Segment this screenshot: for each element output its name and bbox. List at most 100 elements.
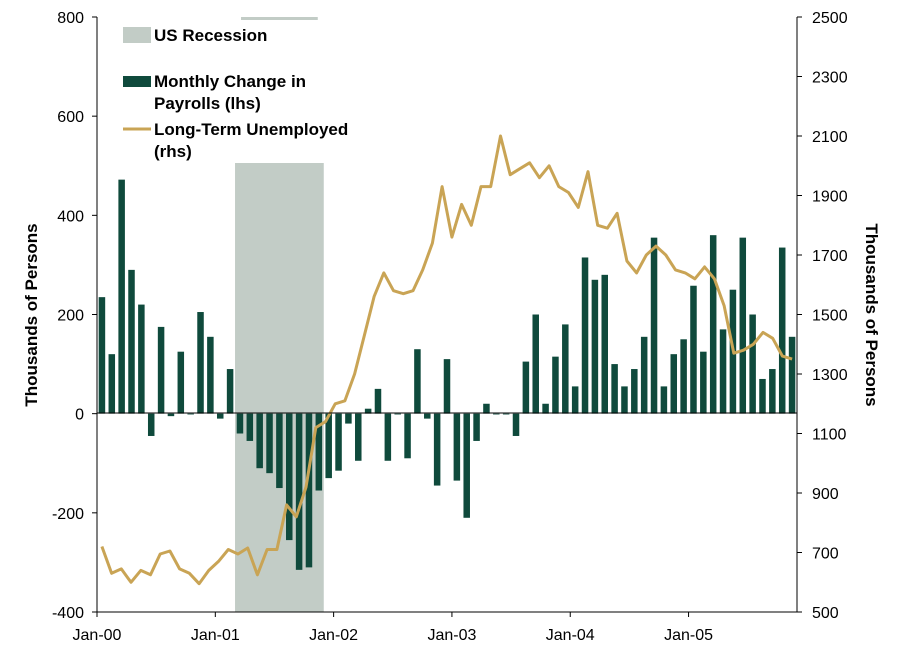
left-axis-ticks: -400 -200 0 200 400 600 800 bbox=[52, 10, 97, 622]
payroll-bar bbox=[325, 413, 332, 479]
payroll-bar bbox=[453, 413, 461, 481]
payroll-bar bbox=[177, 351, 185, 414]
left-tick-label: -400 bbox=[52, 605, 84, 622]
payroll-bar bbox=[502, 413, 510, 415]
x-tick-label: Jan-03 bbox=[427, 627, 476, 644]
x-tick-label: Jan-04 bbox=[546, 627, 595, 644]
payroll-bar bbox=[749, 314, 756, 414]
right-tick-label: 1900 bbox=[812, 189, 848, 206]
payroll-bar bbox=[374, 388, 382, 414]
payroll-bar bbox=[433, 413, 441, 486]
payroll-bar bbox=[700, 351, 707, 414]
right-tick-label: 2300 bbox=[812, 70, 848, 87]
payroll-bar bbox=[226, 369, 234, 414]
payroll-bar bbox=[286, 413, 293, 541]
payroll-bar bbox=[424, 413, 431, 419]
payroll-bar bbox=[571, 386, 579, 414]
payroll-bar bbox=[355, 413, 362, 461]
legend-label-ltu-line2: (rhs) bbox=[154, 142, 192, 161]
right-axis-title: Thousands of Persons bbox=[862, 223, 881, 406]
payroll-bar bbox=[788, 336, 796, 414]
payroll-bar bbox=[295, 413, 303, 570]
payroll-bar bbox=[216, 413, 224, 419]
legend: US Recession Monthly Change in Payrolls … bbox=[123, 26, 353, 161]
payroll-bar bbox=[167, 413, 175, 417]
payroll-bars bbox=[98, 179, 796, 570]
right-axis-ticks: 500 700 900 1100 1300 1500 1700 1900 2100 2300 250… bbox=[797, 10, 848, 622]
x-tick-label: Jan-01 bbox=[191, 627, 240, 644]
payroll-bar bbox=[640, 336, 648, 414]
right-tick-label: 1300 bbox=[812, 367, 848, 384]
payroll-bar bbox=[778, 247, 786, 414]
right-tick-label: 2100 bbox=[812, 129, 848, 146]
legend-label-payrolls-line2: Payrolls (lhs) bbox=[154, 94, 261, 113]
payroll-bar bbox=[128, 269, 135, 414]
payroll-bar bbox=[108, 354, 116, 414]
payroll-bar bbox=[147, 413, 155, 436]
right-tick-label: 1500 bbox=[812, 308, 848, 325]
x-tick-label: Jan-05 bbox=[664, 627, 713, 644]
payroll-bar bbox=[394, 413, 401, 415]
x-tick-label: Jan-00 bbox=[73, 627, 122, 644]
legend-label-recession: US Recession bbox=[154, 26, 267, 45]
payroll-bar bbox=[384, 413, 392, 461]
payroll-bar bbox=[443, 359, 451, 414]
payroll-bar bbox=[581, 257, 589, 414]
payroll-bar bbox=[138, 304, 145, 414]
payroll-bar bbox=[493, 413, 500, 415]
legend-label-long-term-unemployed: Long-Term Unemployed (rhs) bbox=[154, 120, 353, 161]
payroll-bar bbox=[404, 413, 411, 459]
payroll-bar bbox=[512, 413, 520, 436]
payroll-bar bbox=[542, 403, 549, 414]
right-tick-label: 2500 bbox=[812, 10, 848, 27]
legend-swatch-payrolls bbox=[123, 76, 151, 87]
left-tick-label: 0 bbox=[75, 407, 84, 424]
right-tick-label: 700 bbox=[812, 546, 839, 563]
left-tick-label: 600 bbox=[57, 109, 84, 126]
legend-label-payrolls-line1: Monthly Change in bbox=[154, 72, 306, 91]
payroll-bar bbox=[670, 354, 678, 414]
payroll-bar bbox=[650, 237, 658, 414]
payroll-bar bbox=[473, 413, 480, 441]
x-tick-label: Jan-02 bbox=[309, 627, 358, 644]
payroll-bar bbox=[719, 329, 727, 414]
left-axis-title: Thousands of Persons bbox=[22, 223, 41, 406]
payroll-bar bbox=[631, 369, 638, 414]
payroll-bar bbox=[305, 413, 313, 568]
payroll-bar bbox=[246, 413, 254, 441]
recession-band-top-marker bbox=[241, 17, 318, 20]
payroll-bar bbox=[197, 312, 204, 414]
payroll-bar bbox=[256, 413, 263, 469]
right-tick-label: 1700 bbox=[812, 248, 848, 265]
left-tick-label: 200 bbox=[57, 308, 84, 325]
payroll-bar bbox=[118, 179, 125, 414]
right-tick-label: 500 bbox=[812, 605, 839, 622]
payroll-bar bbox=[709, 235, 717, 414]
payroll-bar bbox=[187, 413, 194, 415]
payroll-bar bbox=[562, 324, 569, 414]
payroll-bar bbox=[680, 339, 687, 414]
payroll-bar bbox=[157, 326, 165, 414]
legend-label-payrolls: Monthly Change in Payrolls (lhs) bbox=[154, 72, 311, 113]
long-term-unemployed-line-layer bbox=[100, 134, 793, 586]
payroll-bar bbox=[769, 369, 776, 414]
payroll-bar bbox=[611, 364, 618, 414]
payroll-bar bbox=[532, 314, 539, 414]
payroll-bar bbox=[335, 413, 342, 471]
payroll-bar bbox=[98, 297, 106, 414]
payroll-bar bbox=[621, 386, 628, 414]
right-tick-label: 900 bbox=[812, 486, 839, 503]
right-tick-label: 1100 bbox=[812, 427, 847, 444]
payroll-bar bbox=[522, 361, 530, 414]
payroll-bar bbox=[266, 413, 273, 474]
payroll-bar bbox=[739, 237, 747, 414]
payroll-bar bbox=[591, 279, 599, 414]
payroll-bar bbox=[414, 349, 421, 414]
long-term-unemployed-line bbox=[100, 134, 793, 586]
payroll-bar bbox=[207, 336, 214, 414]
left-tick-label: -200 bbox=[52, 506, 84, 523]
left-tick-label: 800 bbox=[57, 10, 84, 27]
payroll-bar bbox=[236, 413, 244, 434]
payroll-bar bbox=[483, 403, 490, 414]
